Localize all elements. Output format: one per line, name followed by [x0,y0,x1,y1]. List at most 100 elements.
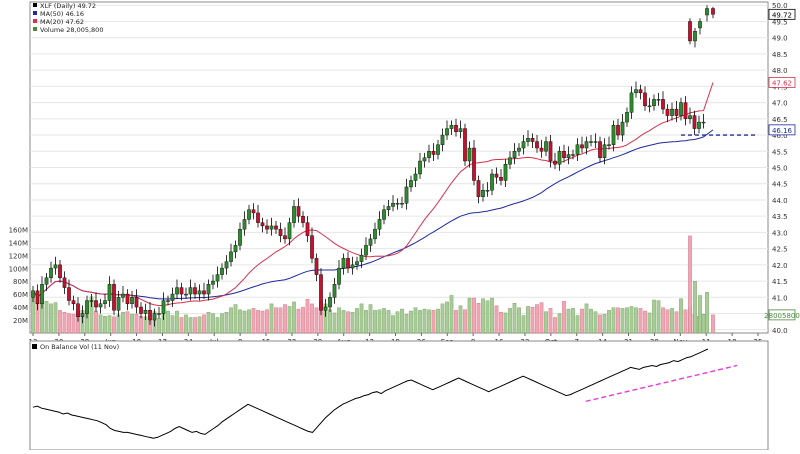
ma50-line [32,129,714,300]
volume-bar [260,310,265,334]
candle-up [467,147,472,162]
candle-down [472,147,476,181]
candle-down [463,128,467,162]
legend-entry: XLF (Daily) 49.72 [40,2,96,10]
candle-down [683,102,688,120]
candle-down [305,222,310,236]
volume-bar [693,281,697,334]
candle-up [238,228,242,246]
candle-up [229,251,233,262]
price-tick-label: 47.0 [772,100,788,108]
candle-down [638,89,643,94]
volume-bar [620,308,625,334]
price-tick-label: 40.0 [772,327,788,335]
candle-down [260,222,265,227]
volume-bar [490,297,494,334]
volume-bar [598,314,602,334]
volume-bar [175,310,179,334]
volume-bar [494,305,499,334]
volume-bar [233,304,238,334]
candle-up [422,157,427,162]
candle-down [616,125,620,136]
candle-down [283,235,287,240]
volume-bar [305,299,310,334]
candle-up [170,293,175,301]
candle-up [584,141,589,149]
volume-bar [705,292,709,334]
price-tick-label: 42.0 [772,262,788,270]
candle-down [112,284,116,311]
price-tick-label: 41.0 [772,294,788,302]
volume-bar [584,303,589,334]
volume-bar [440,303,445,334]
price-tick-label: 46.5 [772,116,788,124]
candle-up [161,300,166,314]
volume-bar [422,308,427,334]
candle-up [652,99,656,107]
candle-up [328,297,332,308]
candle-up [634,89,638,94]
price-tick-label: 45.5 [772,148,788,156]
volume-bar [643,310,647,334]
candle-up [152,313,157,321]
volume-bar [575,315,580,334]
candle-up [197,290,202,295]
volume-bar [589,308,593,334]
obv-line [32,348,709,439]
volume-bar [404,314,409,334]
legend-swatch [33,11,37,15]
candle-down [256,212,260,223]
candle-up [395,202,400,205]
volume-bar [337,307,341,334]
volume-bar [332,312,337,334]
candle-up [224,261,229,269]
candle-down [674,108,679,116]
candle-down [134,297,139,308]
volume-bar [386,310,391,334]
price-badge-label: 49.72 [772,11,792,19]
candle-up [391,202,395,207]
price-badge [768,77,796,88]
candle-down [643,92,647,107]
candle-up [382,209,386,220]
volume-bar [224,312,229,334]
volume-bar [211,313,215,334]
candle-up [80,313,85,317]
volume-bar [625,307,629,334]
legend-swatch [33,3,37,7]
candle-up [449,125,454,129]
volume-tick-label: 100M [9,265,28,273]
volume-bar [229,307,233,334]
volume-bar [202,314,206,334]
candle-up [368,238,373,246]
volume-bar [278,307,283,334]
volume-bar [535,304,539,334]
legend-entry: Volume 28,005,800 [40,26,103,34]
volume-bar [683,309,688,334]
obv-legend-swatch [32,344,37,349]
price-tick-label: 44.0 [772,197,788,205]
price-tick-label: 50.0 [772,2,788,10]
candle-up [436,144,440,155]
volume-bar [373,310,377,334]
volume-bar [125,311,130,334]
candle-up [332,284,337,298]
candle-up [116,297,121,311]
candle-up [593,141,598,143]
volume-bar [521,315,526,334]
candle-up [512,151,517,158]
volume-bar [395,311,400,334]
price-tick-label: 48.5 [772,51,788,59]
volume-bar [698,295,702,334]
volume-bar [53,302,58,334]
candle-up [287,222,292,240]
candle-up [427,151,431,158]
price-tick-label: 48.0 [772,67,788,75]
candle-up [693,31,697,42]
candle-down [278,228,283,236]
volume-bar [467,297,472,334]
volume-bar [188,317,193,334]
volume-bar [629,306,634,334]
candle-up [103,300,107,304]
